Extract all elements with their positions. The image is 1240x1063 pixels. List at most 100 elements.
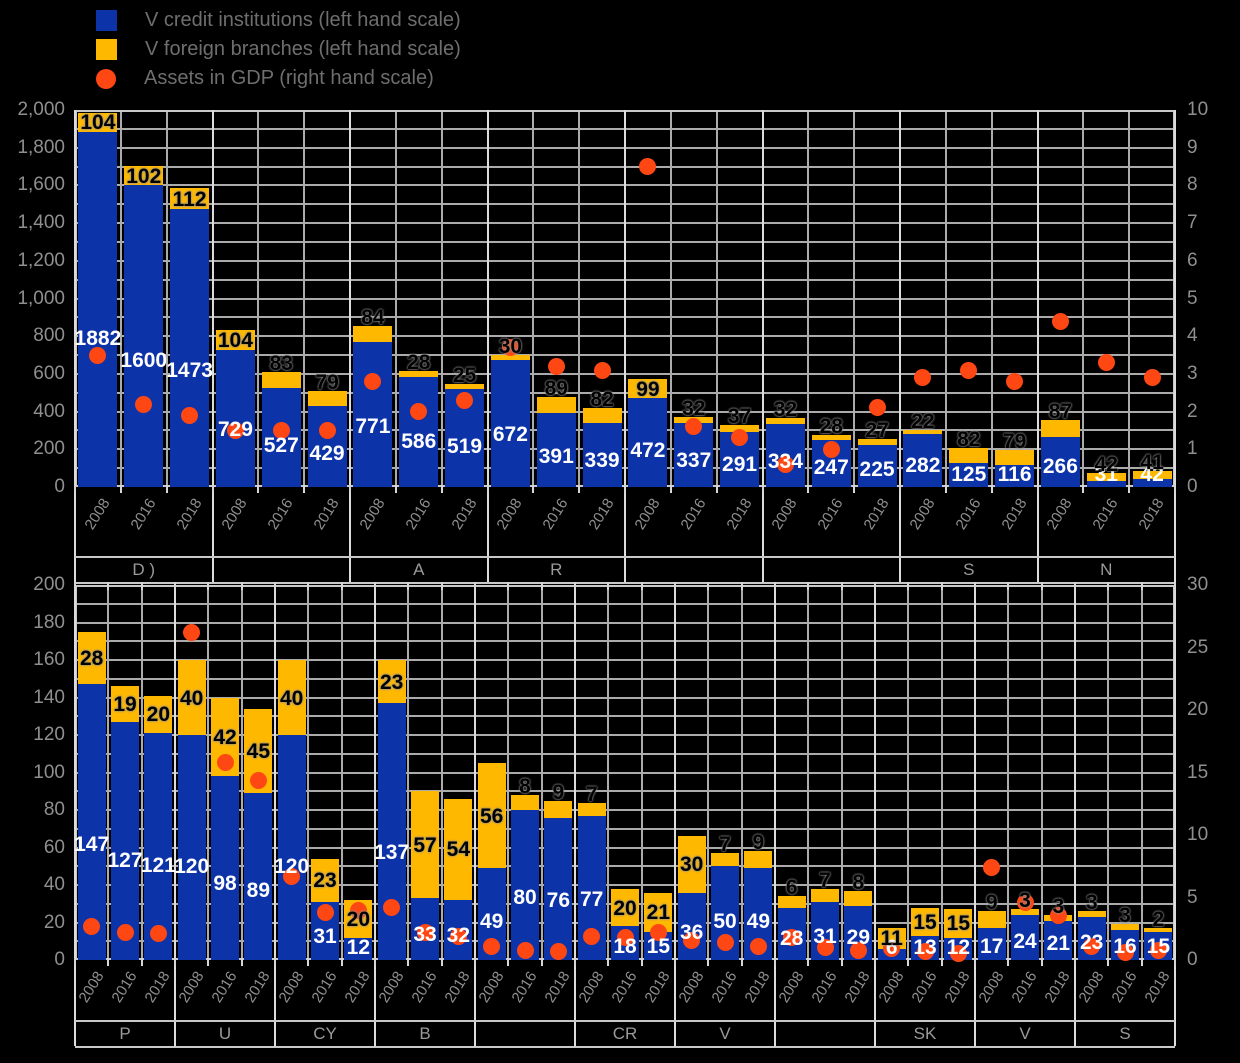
foreign-branches-bar (111, 686, 139, 722)
bar-value-label: 120 (274, 854, 310, 878)
group-separator (274, 585, 276, 1046)
gridline-v (540, 585, 543, 960)
group-separator (1174, 110, 1176, 582)
credit-institutions-bar (858, 444, 897, 487)
gridline-v (257, 110, 260, 487)
bar-value-label: 24 (1013, 930, 1037, 954)
country-label: S (963, 560, 975, 579)
gridline-h (75, 677, 1175, 680)
bar-value-label: 334 (767, 449, 803, 473)
year-label: 2016 (264, 495, 297, 533)
foreign-branches-bar (353, 325, 392, 342)
x-tick (707, 958, 710, 966)
x-tick (274, 958, 276, 966)
branches-value-label: 9 (752, 831, 765, 855)
branches-value-label: 15 (946, 912, 970, 936)
gridline-h (75, 734, 1175, 736)
x-tick (1040, 958, 1043, 966)
country-label: CY (313, 1024, 337, 1043)
year-label: 2008 (1043, 495, 1076, 533)
x-tick (940, 582, 943, 590)
assets-dot (116, 924, 134, 941)
assets-dot (547, 357, 565, 375)
label-band-rule (75, 556, 1175, 558)
x-tick (990, 485, 993, 493)
branches-value-label: 22 (911, 409, 935, 433)
bar-value-label: 120 (174, 854, 210, 878)
country-label: B (419, 1024, 431, 1043)
branches-value-label: 30 (498, 334, 523, 358)
gridline-v (1040, 585, 1043, 960)
assets-dot (183, 624, 201, 641)
year-label: 2018 (441, 968, 474, 1006)
gridline-h (75, 602, 1175, 605)
credit-institutions-bar (78, 132, 117, 487)
foreign-branches-bar (903, 429, 942, 434)
country-label: D ) (132, 560, 156, 579)
bar-value-label: 672 (492, 422, 528, 446)
bar-value-label: 50 (713, 909, 737, 933)
x-tick (1036, 485, 1039, 493)
credit-institutions-bar (211, 776, 239, 960)
assets-dot (949, 945, 967, 963)
x-tick (374, 958, 376, 966)
gridline-v (1107, 585, 1110, 960)
x-tick (974, 958, 976, 966)
year-label: 2016 (508, 968, 541, 1006)
bar-value-label: 28 (779, 926, 804, 950)
assets-dot (89, 346, 107, 364)
bar-value-label: 116 (997, 463, 1032, 486)
assets-dot (364, 372, 382, 390)
country-label: U (218, 1024, 232, 1043)
x-tick (486, 485, 489, 493)
assets-dot (283, 867, 301, 885)
bar-value-label: 1600 (120, 349, 168, 373)
credit-institutions-bar (278, 735, 306, 960)
year-label: 2018 (310, 495, 343, 533)
x-tick (240, 958, 243, 966)
gridline-v (990, 110, 993, 487)
label-band-rule (75, 1020, 1175, 1022)
left-axis-label: 20 (43, 911, 65, 933)
branches-value-label: 41 (1140, 451, 1164, 475)
gridline-h (75, 715, 1175, 718)
group-separator (374, 585, 376, 1046)
x-tick (578, 485, 581, 493)
left-axis-label: 400 (33, 400, 65, 422)
branches-value-label: 3 (1052, 895, 1065, 918)
branches-value-label: 42 (1094, 453, 1118, 477)
branches-value-label: 7 (819, 868, 831, 892)
legend-item-credit-institutions: V credit institutions (left hand scale) (96, 6, 461, 35)
left-axis-label: 1,200 (17, 249, 65, 271)
branches-value-label: 23 (379, 670, 404, 694)
credit-institutions-bar (353, 341, 392, 487)
foreign-branches-bar (1087, 473, 1126, 482)
gridline-v (107, 585, 110, 960)
assets-dot (916, 942, 934, 960)
left-axis-label: 40 (43, 874, 65, 895)
branches-value-label: 87 (1048, 400, 1073, 424)
foreign-branches-bar (583, 407, 622, 424)
x-tick (874, 958, 876, 966)
group-separator (774, 585, 776, 1046)
x-tick (207, 582, 210, 590)
bar-value-label: 42 (1140, 463, 1164, 486)
credit-institutions-swatch-icon (96, 10, 117, 31)
foreign-branches-bar (537, 396, 576, 414)
right-axis-label: 0 (1187, 949, 1198, 970)
credit-institutions-bar (544, 817, 572, 960)
x-tick (807, 485, 810, 493)
x-tick (899, 485, 901, 493)
x-tick (74, 485, 76, 493)
year-label: 2016 (1008, 968, 1041, 1006)
branches-value-label: 20 (346, 907, 370, 931)
gridline-v (1082, 110, 1085, 487)
credit-institutions-bar (1087, 481, 1126, 487)
foreign-branches-bar (844, 890, 872, 906)
gridline-v (307, 585, 310, 960)
year-label: 2016 (127, 495, 160, 533)
x-tick (1140, 582, 1143, 590)
assets-dot (149, 925, 167, 943)
assets-dot (849, 941, 867, 959)
x-tick (740, 582, 743, 590)
